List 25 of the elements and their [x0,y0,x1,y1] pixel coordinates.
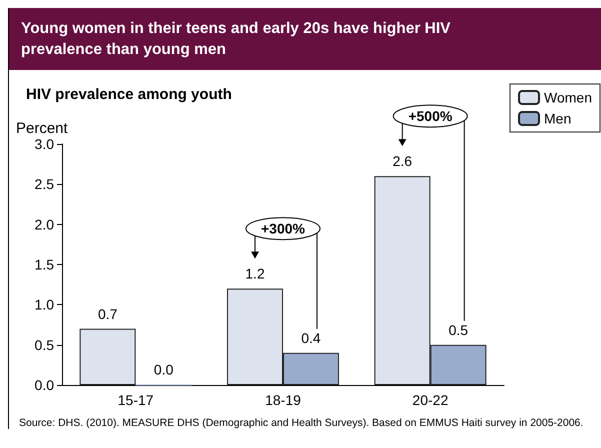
x-tick-label: 15-17 [118,392,154,408]
data-label: 0.0 [154,362,174,378]
bar [80,328,136,385]
data-label: 1.2 [245,266,265,282]
data-label: 0.5 [448,322,468,338]
source-note: Source: DHS. (2010). MEASURE DHS (Demographic and Health Surveys). Based on EMMUS Haiti survey in 2005-2006. [18,416,584,429]
annotation: +300% [261,220,306,237]
chart-title: Young women in their teens and early 20s have higher HIV prevalence than young men [9,8,601,70]
data-label: 2.6 [392,153,412,170]
y-axis-title: Percent [16,120,69,137]
legend-label: Men [544,110,572,126]
data-label: 0.4 [301,330,321,346]
text: 1.5 [34,256,54,272]
text: +500% [408,108,453,124]
text: 3.0 [34,136,54,152]
text: 0.0 [34,377,54,393]
x-tick-label: 20-22 [412,392,448,408]
text: 2.5 [34,176,54,192]
text: 1.0 [34,296,54,313]
chart-subtitle: HIV prevalence among youth [26,86,232,103]
legend-label: Women [544,90,592,106]
text: 0.5 [34,336,54,353]
x-tick-label: 18-19 [265,392,302,408]
data-label: 0.7 [98,306,118,322]
text: 2.0 [34,216,54,232]
